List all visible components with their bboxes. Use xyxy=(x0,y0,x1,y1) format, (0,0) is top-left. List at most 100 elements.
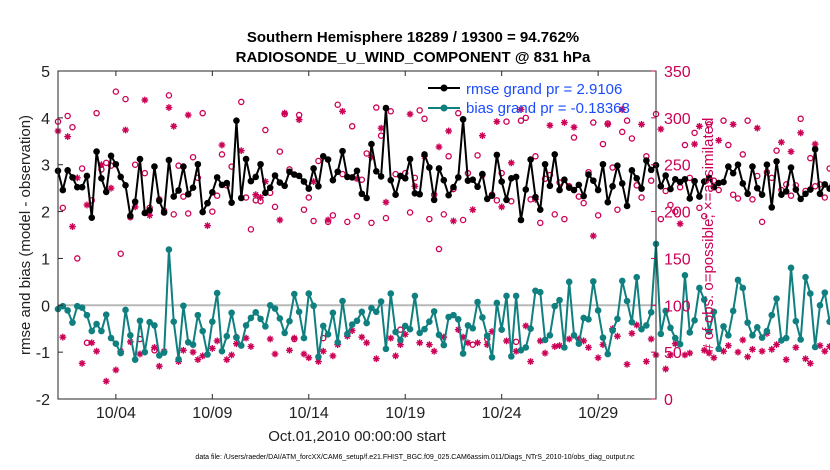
obs-possible-marker xyxy=(628,135,636,142)
bias-point xyxy=(691,316,698,324)
asterisk-stroke xyxy=(469,206,476,213)
obs-assimilated-marker xyxy=(700,346,708,354)
bias-point xyxy=(700,296,708,303)
asterisk-stroke xyxy=(358,334,365,341)
rmse-point xyxy=(344,173,351,181)
obs-possible-marker xyxy=(773,147,780,154)
rmse-point xyxy=(387,176,395,184)
rmse-point xyxy=(590,177,597,184)
bias-point xyxy=(792,317,800,325)
bias-point xyxy=(503,292,510,300)
rmse-point xyxy=(160,209,168,216)
bias-point xyxy=(78,304,86,311)
asterisk-stroke xyxy=(701,347,708,354)
bias-point xyxy=(614,315,621,323)
chart-subtitle: RADIOSONDE_U_WIND_COMPONENT @ 831 hPa xyxy=(236,49,591,66)
bias-point xyxy=(797,336,804,343)
obs-possible-marker xyxy=(503,118,510,125)
rmse-point xyxy=(401,175,409,182)
asterisk-stroke xyxy=(141,97,148,103)
asterisk-stroke xyxy=(416,339,423,346)
obs-possible-marker xyxy=(493,197,501,204)
rmse-point xyxy=(594,186,602,194)
bias-point xyxy=(257,315,264,323)
bias-point xyxy=(686,329,694,336)
rmse-point xyxy=(744,190,751,198)
obs-assimilated-marker xyxy=(430,347,438,355)
rmse-point xyxy=(329,176,337,184)
bias-point xyxy=(454,316,462,323)
rmse-point xyxy=(488,192,496,199)
obs-assimilated-marker xyxy=(252,191,260,199)
asterisk-stroke xyxy=(248,343,254,350)
obs-assimilated-marker xyxy=(88,339,96,347)
obs-assimilated-marker xyxy=(560,119,568,126)
obs-assimilated-marker xyxy=(768,345,776,353)
asterisk-stroke xyxy=(267,336,274,342)
y-tick-label: 0 xyxy=(41,298,50,315)
rmse-point xyxy=(561,176,568,184)
asterisk-stroke xyxy=(667,352,674,358)
bias-point xyxy=(319,322,327,330)
y-right-tick-label: 300 xyxy=(664,111,691,128)
obs-possible-marker xyxy=(657,215,665,223)
obs-assimilated-marker xyxy=(696,122,703,130)
bias-point xyxy=(705,328,713,335)
obs-assimilated-marker xyxy=(155,362,163,370)
asterisk-stroke xyxy=(315,358,322,365)
y-axis-label: rmse and bias (model - observation) xyxy=(17,115,34,355)
asterisk-stroke xyxy=(214,338,221,344)
obs-assimilated-marker xyxy=(565,335,573,343)
y-right-tick-label: 200 xyxy=(664,205,691,222)
obs-possible-marker xyxy=(435,245,443,253)
obs-assimilated-marker xyxy=(580,337,588,345)
rmse-point xyxy=(782,188,790,195)
rmse-point xyxy=(406,155,414,163)
rmse-point xyxy=(705,174,713,182)
obs-assimilated-marker xyxy=(271,350,279,358)
asterisk-stroke xyxy=(547,122,553,129)
obs-assimilated-marker xyxy=(739,336,747,344)
bias-point xyxy=(811,343,819,351)
asterisk-stroke xyxy=(209,345,216,352)
rmse-point xyxy=(286,168,293,176)
asterisk-stroke xyxy=(518,106,524,113)
bias-point xyxy=(392,328,399,336)
rmse-point xyxy=(305,185,313,192)
rmse-point xyxy=(122,182,129,189)
bias-point xyxy=(218,347,226,355)
obs-possible-marker xyxy=(262,126,269,134)
asterisk-stroke xyxy=(243,335,249,341)
obs-assimilated-marker xyxy=(469,206,477,214)
obs-assimilated-marker xyxy=(305,354,313,362)
bias-point xyxy=(435,331,443,339)
bias-point xyxy=(508,353,515,360)
obs-assimilated-marker xyxy=(257,194,264,201)
rmse-point xyxy=(700,178,708,185)
rmse-point xyxy=(734,161,742,169)
asterisk-stroke xyxy=(59,334,66,341)
obs-possible-marker xyxy=(93,109,100,117)
bias-point xyxy=(734,276,742,284)
obs-possible-marker xyxy=(744,117,751,124)
bias-point xyxy=(209,318,216,325)
bias-point xyxy=(570,331,578,339)
obs-possible-marker xyxy=(78,165,86,172)
obs-possible-marker xyxy=(734,195,742,202)
bias-point xyxy=(618,277,626,285)
asterisk-stroke xyxy=(397,341,404,348)
rmse-point xyxy=(454,174,462,181)
bias-point xyxy=(59,302,67,310)
asterisk-stroke xyxy=(542,350,548,356)
bias-point xyxy=(233,334,240,341)
asterisk-stroke xyxy=(696,123,703,130)
bias-point xyxy=(112,340,120,348)
obs-assimilated-marker xyxy=(667,351,674,359)
asterisk-stroke xyxy=(735,349,741,356)
rmse-point xyxy=(811,145,819,153)
obs-assimilated-marker xyxy=(623,360,631,368)
obs-assimilated-marker xyxy=(792,344,800,351)
asterisk-stroke xyxy=(228,352,235,358)
bias-point xyxy=(411,292,419,300)
rmse-point xyxy=(151,163,158,170)
